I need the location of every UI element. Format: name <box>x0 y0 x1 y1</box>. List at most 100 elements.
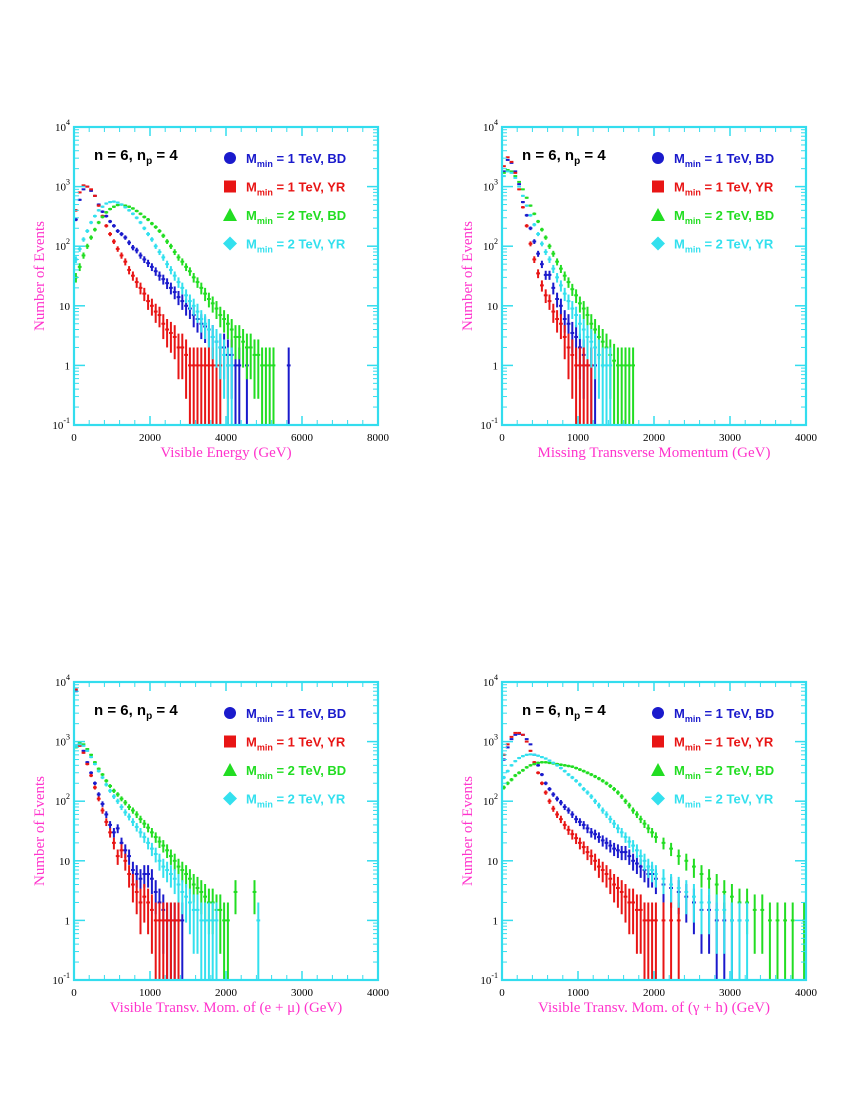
data-point <box>593 798 597 804</box>
data-point <box>127 266 131 275</box>
data-point <box>540 755 544 759</box>
x-tick-label: 2000 <box>643 432 666 444</box>
legend-marker-diamond <box>651 791 665 806</box>
annotation-main: n = 6, n <box>94 147 146 164</box>
data-point <box>108 784 112 788</box>
data-point <box>131 807 135 814</box>
data-point <box>616 790 620 795</box>
data-point <box>226 347 230 425</box>
y-tick-label: 102 <box>483 792 498 808</box>
legend-marker-square <box>652 735 664 748</box>
annotation-tail: = 4 <box>580 147 606 164</box>
data-point <box>574 289 578 304</box>
data-point <box>108 232 112 237</box>
data-point <box>540 773 544 777</box>
data-point <box>96 769 101 773</box>
data-point <box>578 837 582 850</box>
data-point <box>684 880 689 915</box>
x-tick-label: 2000 <box>643 987 666 999</box>
data-point <box>131 212 135 216</box>
data-point <box>654 832 658 843</box>
data-point <box>619 845 624 861</box>
data-point <box>207 292 211 308</box>
y-tick-label: 103 <box>55 733 70 749</box>
data-point <box>226 902 230 980</box>
data-point <box>134 811 139 819</box>
data-point <box>608 840 613 853</box>
legend-label-tail: = 2 TeV, BD <box>701 208 774 223</box>
y-tick-base: 10 <box>55 241 67 253</box>
data-point <box>589 849 594 865</box>
data-point <box>585 771 590 775</box>
data-point <box>100 205 105 208</box>
data-point <box>165 260 169 269</box>
legend-label: Mmin = 2 TeV, BD <box>246 208 346 226</box>
data-point <box>593 333 597 380</box>
data-point <box>559 799 563 806</box>
data-point <box>768 902 772 980</box>
x-axis-title: Visible Transv. Mom. of (e + μ) (GeV) <box>110 1000 343 1016</box>
data-point <box>161 254 166 261</box>
data-point <box>517 756 521 760</box>
data-point <box>142 819 147 828</box>
data-point <box>574 815 578 824</box>
data-point <box>252 339 257 399</box>
data-point <box>559 264 563 273</box>
parameter-annotation: n = 6, np = 4 <box>94 702 178 722</box>
data-point <box>547 761 552 765</box>
data-point <box>589 773 594 777</box>
data-point <box>188 347 192 425</box>
legend-label: Mmin = 2 TeV, BD <box>674 208 774 226</box>
data-point <box>555 273 559 283</box>
data-point <box>623 883 628 923</box>
data-point <box>505 769 510 773</box>
data-point <box>169 266 173 275</box>
x-tick-label: 8000 <box>367 432 390 444</box>
y-tick-exponent: 2 <box>66 237 70 246</box>
data-point <box>528 749 533 752</box>
legend-label-tail: = 1 TeV, BD <box>701 151 774 166</box>
data-point <box>222 902 226 980</box>
data-point <box>108 207 112 211</box>
data-point <box>165 861 169 883</box>
x-tick-label: 6000 <box>291 432 314 444</box>
legend-label-subscript: min <box>685 714 701 724</box>
x-tick-label: 0 <box>71 987 77 999</box>
data-point <box>737 902 742 980</box>
annotation-main: n = 6, n <box>94 702 146 719</box>
legend-marker-circle <box>652 152 664 164</box>
data-point <box>570 829 575 840</box>
data-point <box>188 294 192 310</box>
data-point <box>566 825 571 835</box>
data-point <box>543 761 548 764</box>
data-point <box>589 794 594 799</box>
data-point <box>536 250 540 257</box>
data-point <box>616 876 620 908</box>
data-point <box>608 784 613 788</box>
data-point <box>517 771 521 775</box>
legend-label: Mmin = 2 TeV, YR <box>246 792 346 810</box>
data-point <box>260 347 264 425</box>
y-tick-base: 10 <box>483 122 495 134</box>
data-point <box>585 325 590 360</box>
data-point <box>699 888 704 935</box>
data-point <box>150 263 154 272</box>
data-point <box>517 188 521 191</box>
y-tick-label: 10 <box>487 301 499 313</box>
data-point <box>536 754 540 757</box>
legend-marker-circle <box>224 152 236 164</box>
legend-label-tail: = 1 TeV, YR <box>701 180 774 195</box>
data-point <box>543 235 548 240</box>
y-tick-exponent: -1 <box>491 971 498 980</box>
data-point <box>528 226 533 231</box>
legend-item: Mmin = 1 TeV, YR <box>652 735 774 753</box>
x-tick-label: 1000 <box>139 987 162 999</box>
data-point <box>619 347 624 425</box>
x-tick-label: 3000 <box>719 432 742 444</box>
y-tick-label: 102 <box>483 237 498 253</box>
data-point <box>513 733 518 736</box>
data-point <box>517 731 521 734</box>
data-point <box>157 306 162 328</box>
data-point <box>627 836 632 848</box>
